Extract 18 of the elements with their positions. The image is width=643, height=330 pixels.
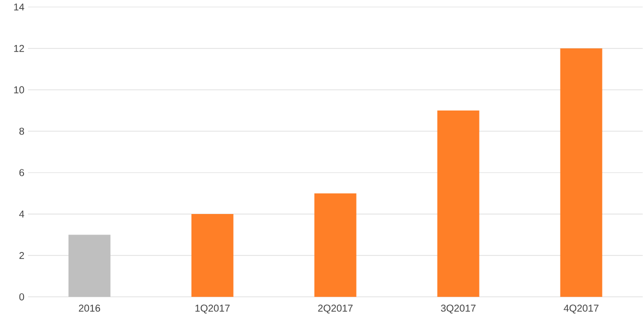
y-tick-label: 0 — [19, 293, 24, 300]
y-tick-label: 6 — [19, 169, 24, 176]
x-tick-label: 1Q2017 — [195, 304, 230, 314]
x-tick-label: 4Q2017 — [564, 304, 598, 314]
x-tick-label: 3Q2017 — [440, 304, 476, 314]
bar — [314, 193, 356, 297]
x-tick-label: 2016 — [78, 304, 100, 312]
y-tick-label: 4 — [19, 210, 24, 218]
x-tick-label: 2Q2017 — [318, 304, 353, 314]
y-tick-label: 14 — [14, 4, 24, 10]
y-tick-label: 10 — [14, 86, 24, 94]
bar — [437, 110, 480, 297]
y-tick-label: 8 — [19, 128, 24, 135]
bar — [68, 234, 110, 297]
y-tick-label: 12 — [14, 45, 24, 52]
bar — [191, 214, 234, 297]
bar — [560, 48, 602, 297]
y-tick-label: 2 — [19, 252, 24, 260]
